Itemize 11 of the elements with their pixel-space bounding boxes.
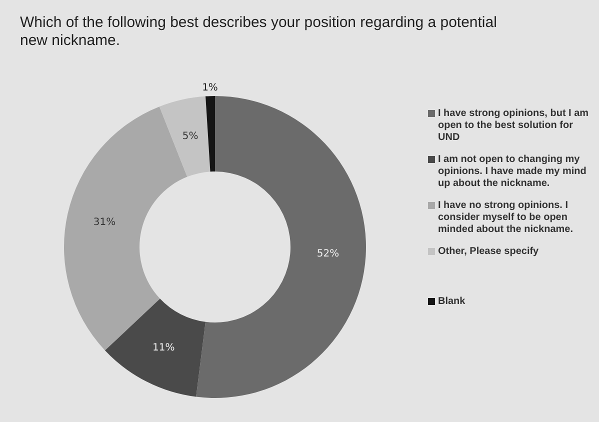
data-label: 5% (182, 131, 198, 142)
legend-label: I have strong opinions, but I am open to the best solution for UND (438, 108, 590, 144)
legend-label: Blank (438, 296, 466, 308)
data-label: 31% (93, 216, 116, 228)
data-label: 1% (202, 82, 218, 94)
chart-title: Which of the following best describes your position regarding a potential new nickname. (20, 14, 498, 50)
legend-label: Other, Please specify (438, 246, 539, 258)
data-label: 52% (316, 248, 340, 260)
legend-label: I have no strong opinions. I consider myself to be open minded about the nickname. (438, 200, 574, 236)
data-label: 11% (152, 342, 175, 354)
legend-label: I am not open to changing my opinions. I have made my mind up about the nickname. (438, 154, 588, 190)
